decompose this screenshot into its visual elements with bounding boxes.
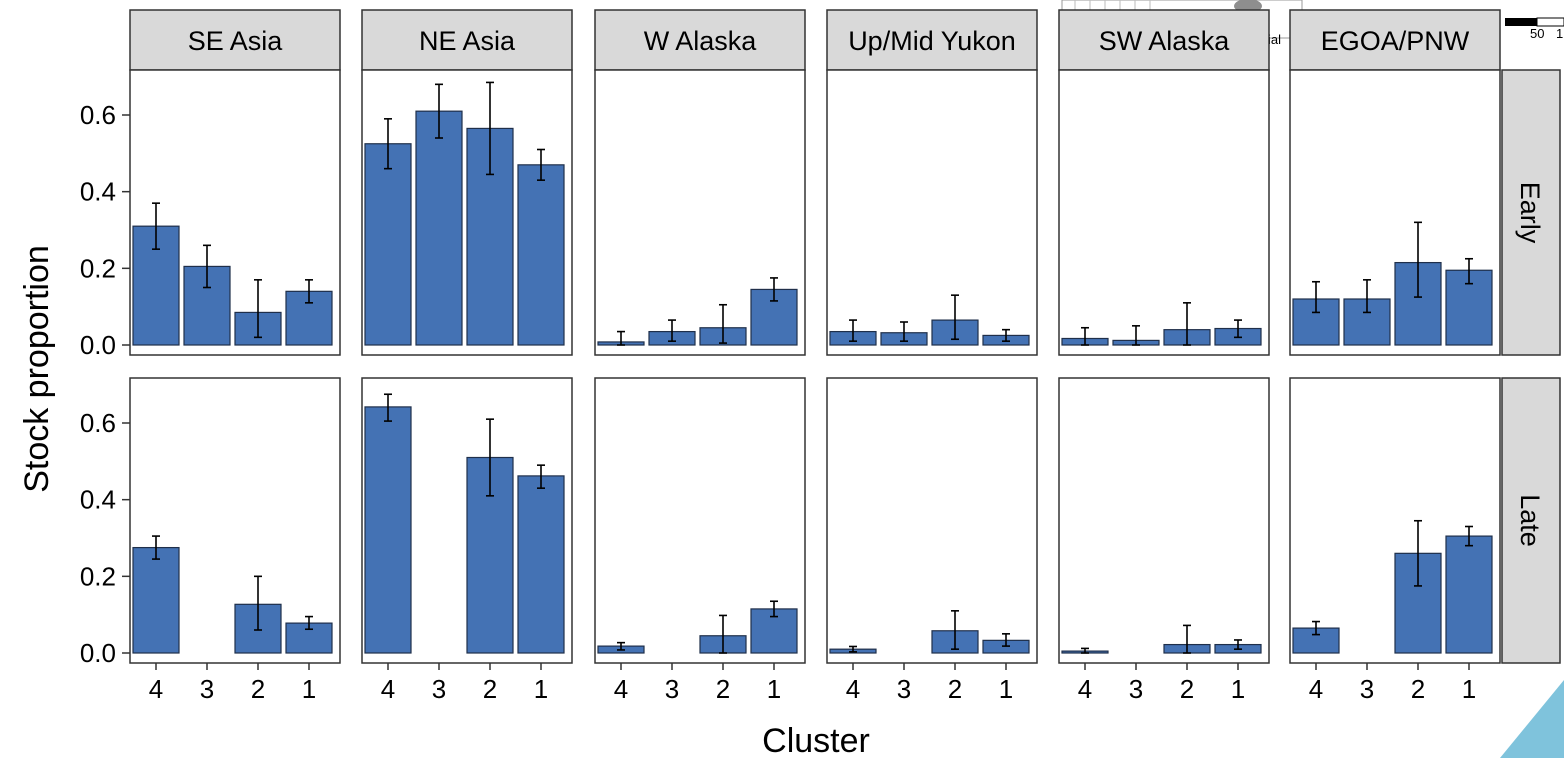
column-strip (1058, 9, 1270, 71)
y-tick-label: 0.6 (80, 100, 116, 130)
bar (1394, 261, 1442, 346)
row-strip (1501, 69, 1561, 356)
y-axis-title: Stock proportion (18, 245, 56, 493)
x-tick-label: 1 (302, 674, 316, 704)
column-strip (129, 9, 341, 71)
map-scale-text: 50 (1530, 26, 1544, 41)
bar (415, 110, 463, 346)
x-tick-label: 1 (767, 674, 781, 704)
x-tick-label: 3 (200, 674, 214, 704)
row-strip-label: Late (1515, 494, 1545, 547)
column-strip-label: W Alaska (644, 26, 758, 56)
x-tick-label: 3 (665, 674, 679, 704)
bar (132, 546, 180, 654)
corner-decoration (1500, 680, 1564, 758)
panel (1058, 377, 1270, 664)
map-scale-text-2: 1 (1556, 26, 1563, 41)
column-strip-label: Up/Mid Yukon (848, 26, 1016, 56)
bar (466, 127, 514, 346)
x-tick-label: 1 (999, 674, 1013, 704)
column-strip (594, 9, 806, 71)
y-tick-label: 0.4 (80, 485, 116, 515)
y-tick-label: 0.4 (80, 177, 116, 207)
x-tick-label: 4 (149, 674, 163, 704)
x-tick-label: 2 (251, 674, 265, 704)
x-tick-label: 2 (716, 674, 730, 704)
x-tick-label: 4 (1309, 674, 1323, 704)
x-tick-label: 3 (1129, 674, 1143, 704)
column-strip-label: SW Alaska (1099, 26, 1231, 56)
x-tick-label: 2 (948, 674, 962, 704)
x-tick-label: 4 (614, 674, 628, 704)
x-tick-label: 2 (1180, 674, 1194, 704)
x-tick-label: 2 (483, 674, 497, 704)
x-tick-label: 1 (1462, 674, 1476, 704)
y-tick-label: 0.6 (80, 408, 116, 438)
x-tick-label: 1 (534, 674, 548, 704)
x-tick-label: 1 (1231, 674, 1245, 704)
bar (1445, 535, 1493, 654)
x-tick-label: 4 (1078, 674, 1092, 704)
y-tick-label: 0.2 (80, 561, 116, 591)
column-strip-label: EGOA/PNW (1321, 26, 1470, 56)
bar (364, 406, 412, 654)
x-tick-label: 3 (1360, 674, 1374, 704)
x-axes: 4 3 2 1 4 3 2 1 4 3 2 1 4 3 2 1 4 3 2 1 4 3 2 1 (149, 663, 1476, 704)
column-strip-label: NE Asia (419, 26, 516, 56)
y-axes: 0.0 0.2 0.4 0.6 0.0 0.2 0.4 0.6 (80, 100, 130, 668)
row-strips: Early Late (1501, 69, 1561, 664)
panel (826, 69, 1038, 356)
column-strips: SE Asia NE Asia W Alaska Up/Mid Yukon SW Ala… (129, 9, 1501, 71)
x-tick-label: 3 (897, 674, 911, 704)
panel (1058, 69, 1270, 356)
map-partial-text: ial (1268, 32, 1281, 47)
y-tick-label: 0.2 (80, 253, 116, 283)
y-tick-label: 0.0 (80, 638, 116, 668)
x-tick-label: 4 (381, 674, 395, 704)
row-strip-label: Early (1515, 182, 1545, 244)
bar (364, 143, 412, 346)
column-strip (361, 9, 573, 71)
x-tick-label: 4 (846, 674, 860, 704)
x-axis-title: Cluster (762, 722, 870, 758)
panels (129, 69, 1501, 664)
panel (826, 377, 1038, 664)
x-tick-label: 3 (432, 674, 446, 704)
column-strip-label: SE Asia (188, 26, 284, 56)
column-strip (826, 9, 1038, 71)
row-strip (1501, 377, 1561, 664)
bar (517, 475, 565, 654)
bar (517, 164, 565, 346)
x-tick-label: 2 (1411, 674, 1425, 704)
y-tick-label: 0.0 (80, 330, 116, 360)
